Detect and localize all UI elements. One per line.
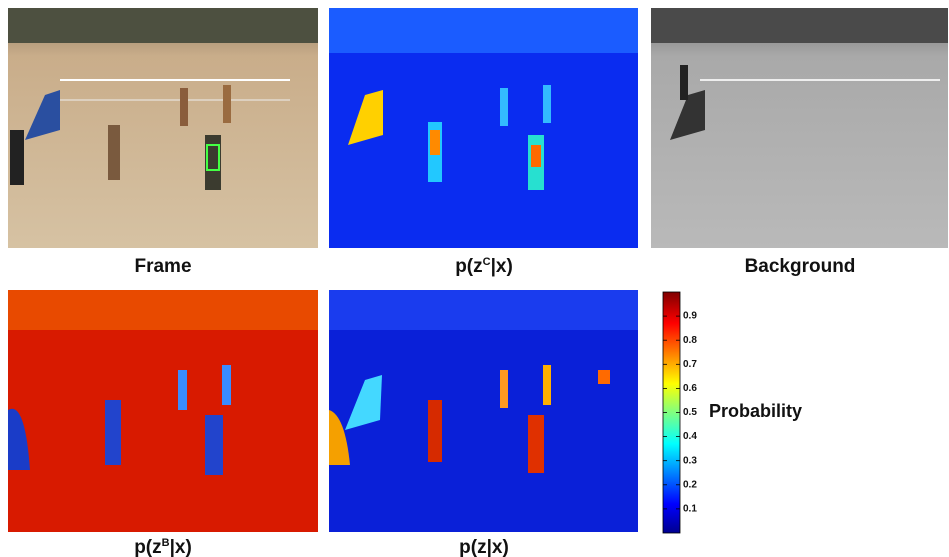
- colorbar-tick-label: 0.5: [683, 407, 697, 418]
- caption-sup: B: [162, 537, 170, 549]
- frame-image: [8, 8, 318, 248]
- caption: Background: [745, 256, 856, 277]
- caption: p(zB|x): [134, 537, 192, 557]
- colorbar-tick-label: 0.9: [683, 311, 697, 322]
- colorbar-tick-label: 0.2: [683, 479, 697, 490]
- colorbar-tick-label: 0.4: [683, 431, 697, 442]
- combined-probability-map: [329, 290, 638, 532]
- caption-sup: C: [483, 256, 491, 268]
- caption-part: p(z: [134, 537, 161, 557]
- caption-part: p(z: [455, 256, 482, 277]
- colorbar-tick-label: 0.6: [683, 383, 697, 394]
- colorbar-tick-label: 0.7: [683, 359, 697, 370]
- caption: p(zC|x): [455, 256, 513, 277]
- colorbar-tick-label: 0.8: [683, 335, 697, 346]
- figure: Frame p(zC|x) Background p(zB|x) p(z|x) …: [0, 0, 949, 557]
- caption: Frame: [134, 256, 191, 277]
- colorbar-tick-label: 0.3: [683, 455, 697, 466]
- caption-part: |x): [170, 537, 192, 557]
- colorbar-tick-label: 0.1: [683, 504, 697, 515]
- background-image: [651, 8, 948, 248]
- foreground-probability-map: [329, 8, 638, 248]
- caption: p(z|x): [459, 537, 509, 557]
- colorbar-label: Probability: [709, 401, 802, 421]
- page: Frame p(zC|x) Background p(zB|x) p(z|x) …: [0, 0, 949, 557]
- background-probability-map: [8, 290, 318, 532]
- caption-part: |x): [491, 256, 513, 277]
